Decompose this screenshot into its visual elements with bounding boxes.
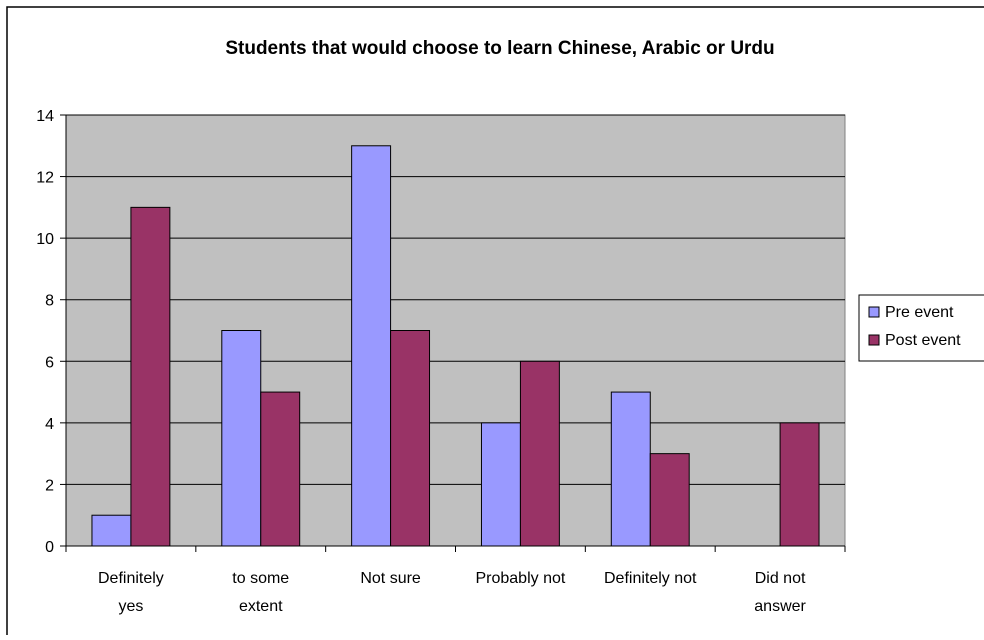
y-tick-label: 6: [45, 354, 54, 371]
x-tick-label: yes: [118, 598, 143, 615]
bar-pre-event: [480, 422, 521, 547]
bar-post-event: [779, 422, 820, 547]
legend-box: [858, 294, 984, 362]
y-tick-label: 4: [45, 416, 54, 433]
y-tick-label: 2: [45, 477, 54, 494]
legend-swatch: [868, 306, 880, 318]
x-tick-label: Probably not: [475, 570, 565, 587]
bar-pre-event: [351, 145, 392, 547]
x-tick-label: Definitely not: [604, 570, 697, 587]
y-tick-label: 12: [36, 170, 54, 187]
chart-title: Students that would choose to learn Chin…: [225, 38, 774, 59]
bar-pre-event: [221, 330, 262, 547]
bar-pre-event: [91, 514, 132, 547]
legend-label: Post event: [885, 332, 961, 349]
legend-label: Pre event: [885, 304, 954, 321]
bar-post-event: [390, 330, 431, 547]
bar-post-event: [260, 391, 301, 547]
y-tick-label: 10: [36, 231, 54, 248]
legend: Pre event Post event: [858, 294, 984, 362]
bar-post-event: [649, 453, 690, 547]
y-tick-label: 0: [45, 539, 54, 556]
legend-swatch: [868, 334, 880, 346]
plot-area: 0 2 4 6 8 10 12 14 Definitely yes to some extent Not…: [36, 108, 846, 615]
y-tick-label: 14: [36, 108, 54, 125]
plot-background: [65, 114, 846, 547]
x-tick-label: extent: [239, 598, 283, 615]
x-tick-label: Not sure: [360, 570, 421, 587]
x-tick-label: answer: [754, 598, 806, 615]
bar-post-event: [130, 206, 171, 547]
x-tick-label: Did not: [755, 570, 806, 587]
y-tick-label: 8: [45, 293, 54, 310]
x-tick-label: Definitely: [98, 570, 164, 587]
bar-post-event: [519, 360, 560, 547]
bar-pre-event: [610, 391, 651, 547]
x-tick-label: to some: [232, 570, 289, 587]
